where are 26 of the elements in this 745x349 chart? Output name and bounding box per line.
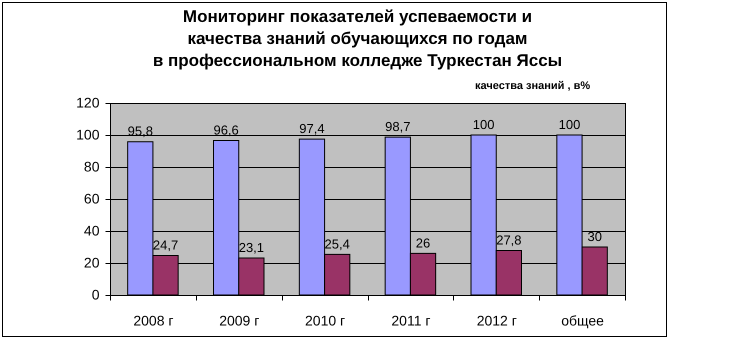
x-tick-label: 2008 г <box>133 312 174 328</box>
y-tick-label: 40 <box>84 222 100 238</box>
data-label: 30 <box>587 229 602 244</box>
y-tick-label: 120 <box>76 94 100 110</box>
data-label: 98,7 <box>385 119 410 134</box>
data-label: 100 <box>472 117 494 132</box>
x-tick-label: 2009 г <box>219 312 260 328</box>
y-tick-label: 60 <box>84 190 100 206</box>
data-label: 25,4 <box>324 236 350 252</box>
data-label: 23,1 <box>238 240 264 256</box>
data-label: 24,7 <box>152 237 178 252</box>
y-tick-label: 0 <box>92 286 100 302</box>
y-tick-label: 100 <box>76 126 100 142</box>
x-tick-label: 2012 г <box>476 312 517 328</box>
text: качества знаний , в% <box>475 80 590 92</box>
y-tick-label: 80 <box>84 158 100 174</box>
chart-title: Мониторинг показателей успеваемости и качества знаний обучающихся по годам в профессиональном колледже Туркестан Яссы <box>152 7 562 70</box>
data-label: 100 <box>558 117 580 132</box>
data-label: 96,6 <box>213 122 239 138</box>
y-tick-label: 20 <box>84 254 100 270</box>
x-tick-label: 2011 г <box>391 312 430 328</box>
x-tick-label: 2010 г <box>305 312 346 328</box>
data-label: 97,4 <box>299 121 325 136</box>
x-tick-label: общее <box>561 312 604 328</box>
data-label: 26 <box>416 235 430 250</box>
data-label: 27,8 <box>496 232 522 248</box>
